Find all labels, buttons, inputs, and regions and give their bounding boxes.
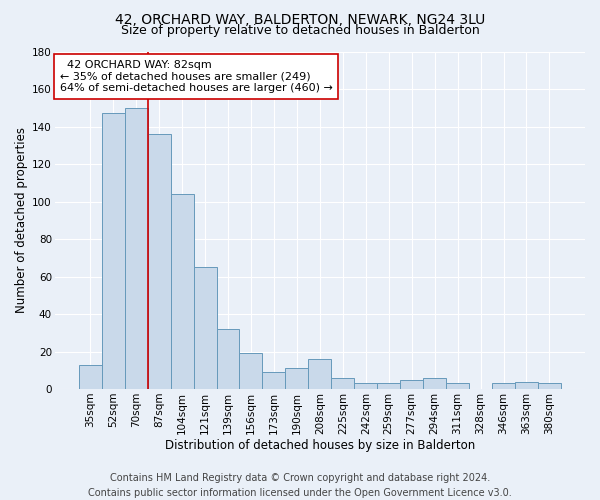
Bar xyxy=(262,372,286,389)
Bar xyxy=(446,384,469,389)
Text: 42, ORCHARD WAY, BALDERTON, NEWARK, NG24 3LU: 42, ORCHARD WAY, BALDERTON, NEWARK, NG24… xyxy=(115,12,485,26)
Text: Size of property relative to detached houses in Balderton: Size of property relative to detached ho… xyxy=(121,24,479,37)
Bar xyxy=(170,194,194,389)
Bar xyxy=(492,384,515,389)
Bar xyxy=(515,382,538,389)
Bar xyxy=(377,384,400,389)
Bar xyxy=(148,134,170,389)
Bar xyxy=(423,378,446,389)
Bar xyxy=(239,354,262,389)
Bar xyxy=(331,378,354,389)
Bar xyxy=(102,114,125,389)
Bar xyxy=(194,267,217,389)
Y-axis label: Number of detached properties: Number of detached properties xyxy=(15,128,28,314)
Bar xyxy=(286,368,308,389)
X-axis label: Distribution of detached houses by size in Balderton: Distribution of detached houses by size … xyxy=(165,440,475,452)
Bar xyxy=(79,364,102,389)
Text: 42 ORCHARD WAY: 82sqm
← 35% of detached houses are smaller (249)
64% of semi-det: 42 ORCHARD WAY: 82sqm ← 35% of detached … xyxy=(60,60,333,93)
Bar xyxy=(354,384,377,389)
Bar xyxy=(217,329,239,389)
Bar xyxy=(125,108,148,389)
Bar xyxy=(308,359,331,389)
Text: Contains HM Land Registry data © Crown copyright and database right 2024.
Contai: Contains HM Land Registry data © Crown c… xyxy=(88,472,512,498)
Bar xyxy=(538,384,561,389)
Bar xyxy=(400,380,423,389)
